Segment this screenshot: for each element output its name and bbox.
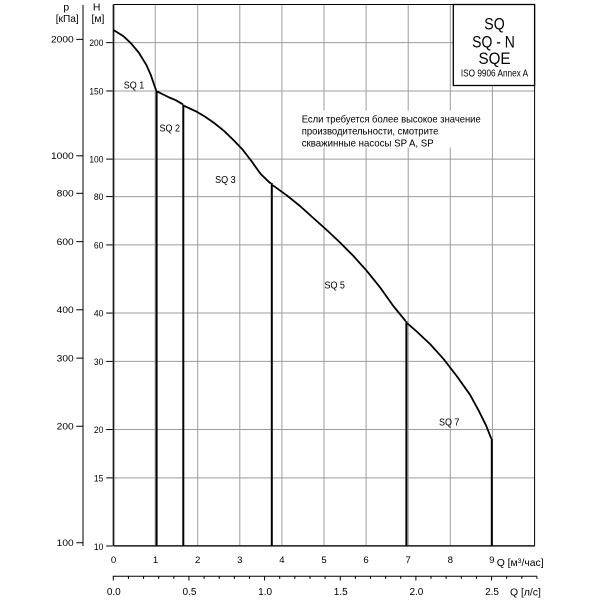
svg-text:SQE: SQE bbox=[479, 49, 511, 68]
svg-text:200: 200 bbox=[57, 422, 74, 433]
svg-text:40: 40 bbox=[94, 309, 104, 320]
svg-text:p: p bbox=[63, 3, 69, 14]
svg-text:0: 0 bbox=[111, 555, 116, 566]
svg-text:100: 100 bbox=[89, 155, 103, 166]
svg-text:Q [м3/час]: Q [м3/час] bbox=[497, 558, 544, 569]
svg-text:30: 30 bbox=[94, 357, 104, 368]
svg-text:SQ 2: SQ 2 bbox=[160, 124, 181, 135]
svg-text:800: 800 bbox=[57, 189, 74, 200]
svg-text:скважинные насосы SP A, SP: скважинные насосы SP A, SP bbox=[302, 138, 434, 149]
svg-text:0.5: 0.5 bbox=[182, 587, 196, 598]
svg-text:20: 20 bbox=[94, 425, 104, 436]
svg-text:[кПа]: [кПа] bbox=[56, 14, 79, 25]
svg-text:SQ 5: SQ 5 bbox=[324, 281, 345, 292]
svg-text:1.0: 1.0 bbox=[258, 587, 272, 598]
svg-text:100: 100 bbox=[57, 538, 74, 549]
svg-text:400: 400 bbox=[57, 305, 74, 316]
svg-text:производительности, смотрите: производительности, смотрите bbox=[302, 127, 439, 138]
svg-text:2.5: 2.5 bbox=[485, 587, 499, 598]
svg-text:5: 5 bbox=[321, 555, 326, 566]
svg-text:15: 15 bbox=[94, 473, 104, 484]
svg-text:Q [л/с]: Q [л/с] bbox=[510, 587, 541, 598]
svg-text:2.0: 2.0 bbox=[409, 587, 423, 598]
svg-text:[м]: [м] bbox=[91, 14, 104, 25]
svg-text:4: 4 bbox=[279, 555, 285, 566]
svg-text:1: 1 bbox=[153, 555, 158, 566]
svg-text:3: 3 bbox=[237, 555, 242, 566]
svg-text:Если требуется более высокое з: Если требуется более высокое значение bbox=[302, 114, 481, 126]
svg-text:H: H bbox=[93, 3, 101, 14]
svg-text:9: 9 bbox=[489, 555, 494, 566]
svg-text:7: 7 bbox=[406, 555, 411, 566]
svg-text:80: 80 bbox=[94, 192, 104, 203]
svg-text:6: 6 bbox=[363, 555, 368, 566]
svg-text:1.5: 1.5 bbox=[334, 587, 348, 598]
svg-text:SQ 1: SQ 1 bbox=[124, 81, 145, 92]
svg-text:2000: 2000 bbox=[51, 35, 74, 46]
svg-text:2: 2 bbox=[195, 555, 200, 566]
svg-text:SQ 3: SQ 3 bbox=[215, 175, 236, 186]
svg-text:1000: 1000 bbox=[51, 151, 74, 162]
svg-text:0.0: 0.0 bbox=[107, 587, 121, 598]
svg-text:600: 600 bbox=[57, 237, 74, 248]
svg-text:SQ 7: SQ 7 bbox=[439, 417, 460, 428]
svg-text:8: 8 bbox=[448, 555, 453, 566]
svg-text:200: 200 bbox=[89, 38, 103, 49]
svg-text:SQ - N: SQ - N bbox=[472, 32, 515, 51]
svg-text:ISO 9906 Annex A: ISO 9906 Annex A bbox=[461, 69, 528, 80]
svg-text:10: 10 bbox=[94, 542, 104, 553]
svg-text:150: 150 bbox=[89, 86, 103, 97]
svg-text:300: 300 bbox=[57, 353, 74, 364]
svg-text:60: 60 bbox=[94, 240, 104, 251]
svg-text:SQ: SQ bbox=[484, 15, 504, 34]
